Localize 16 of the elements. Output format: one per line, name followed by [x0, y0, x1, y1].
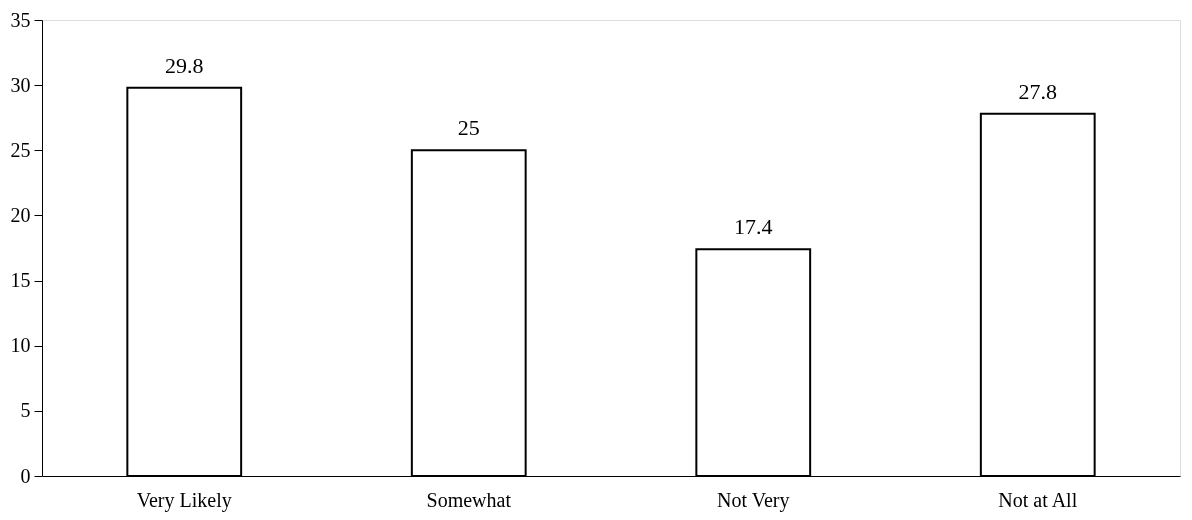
y-tick-label: 30 — [10, 73, 31, 96]
x-tick-label: Very Likely — [136, 488, 232, 512]
y-tick-label: 15 — [10, 269, 31, 292]
data-label: 25 — [457, 115, 480, 141]
data-label: 27.8 — [1018, 78, 1057, 104]
y-tick-label: 35 — [10, 8, 31, 31]
y-tick-label: 25 — [10, 138, 31, 161]
data-label: 29.8 — [165, 52, 204, 78]
data-label: 17.4 — [734, 214, 773, 240]
y-tick-label: 10 — [10, 334, 31, 357]
x-tick-label: Somewhat — [426, 488, 512, 511]
y-tick-label: 20 — [10, 203, 31, 226]
x-tick-label: Not at All — [998, 488, 1078, 511]
y-tick-label: 5 — [20, 399, 31, 422]
y-tick-label: 0 — [20, 464, 31, 487]
x-tick-label: Not Very — [717, 488, 790, 512]
